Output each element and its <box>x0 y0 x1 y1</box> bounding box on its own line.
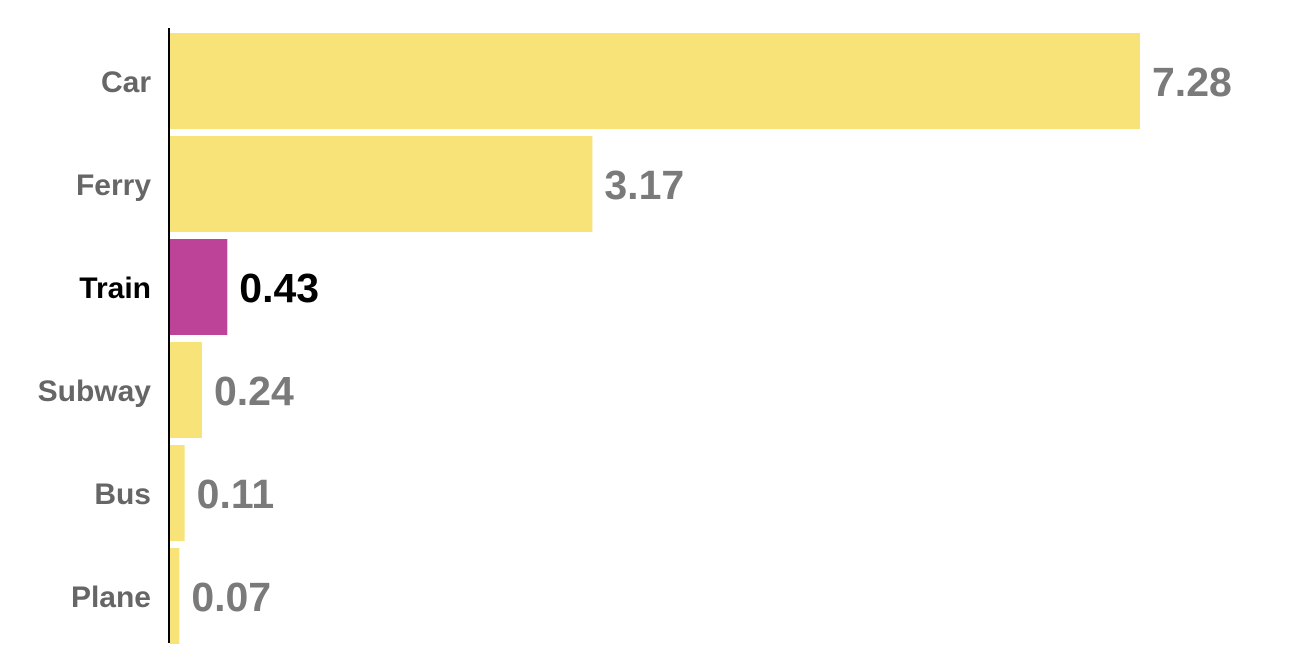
value-label-car: 7.28 <box>1152 59 1232 105</box>
bar-bus <box>170 445 185 541</box>
category-labels-group: Car Ferry Train Subway Bus Plane <box>38 66 152 614</box>
category-label-ferry: Ferry <box>76 169 151 202</box>
bar-car <box>170 33 1140 129</box>
value-label-plane: 0.07 <box>191 574 271 620</box>
bars-group <box>170 33 1140 644</box>
bar-plane <box>170 548 180 644</box>
value-label-subway: 0.24 <box>214 368 294 414</box>
bar-ferry <box>170 136 593 232</box>
value-label-train: 0.43 <box>239 265 319 311</box>
bar-train <box>170 239 228 335</box>
category-label-plane: Plane <box>71 581 151 614</box>
bar-subway <box>170 342 202 438</box>
category-label-bus: Bus <box>94 478 151 511</box>
value-labels-group: 7.28 3.17 0.43 0.24 0.11 0.07 <box>191 59 1231 620</box>
category-label-train: Train <box>79 272 151 305</box>
value-label-bus: 0.11 <box>197 471 275 517</box>
category-label-car: Car <box>101 66 151 99</box>
value-label-ferry: 3.17 <box>604 162 684 208</box>
category-label-subway: Subway <box>38 375 152 408</box>
